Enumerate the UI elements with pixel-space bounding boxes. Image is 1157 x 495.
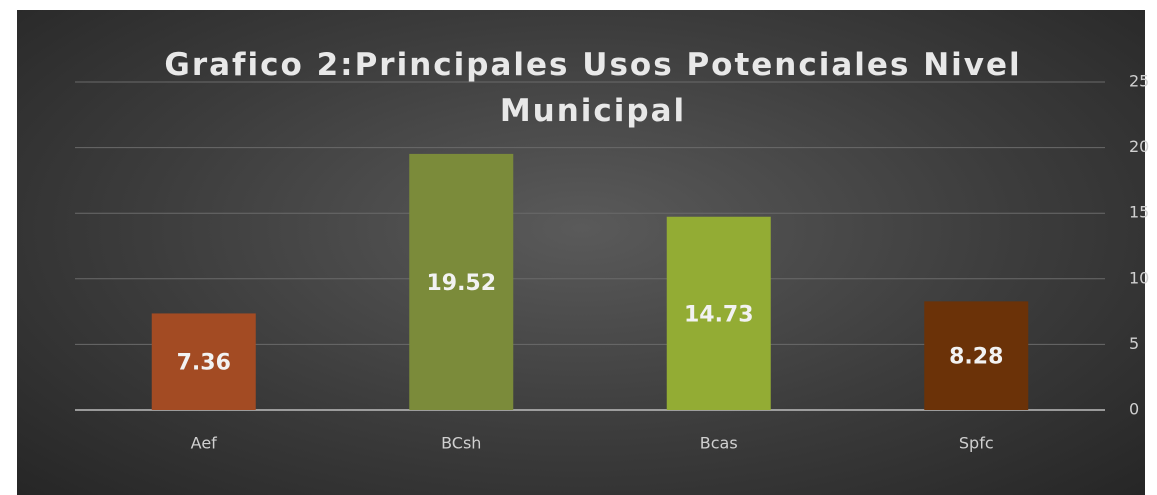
y-tick-label: 10 [1129, 268, 1149, 287]
bar [924, 301, 1029, 410]
chart-background [17, 10, 1145, 495]
y-tick-label: 15 [1129, 203, 1149, 222]
x-tick-label: Spfc [959, 434, 994, 453]
bar [409, 153, 514, 411]
data-label: 7.36 [177, 351, 231, 376]
y-tick-label: 25 [1129, 72, 1149, 91]
data-label: 8.28 [949, 345, 1003, 370]
x-tick-label: Aef [191, 434, 218, 453]
chart-title: Grafico 2:Principales Usos Potenciales N… [164, 47, 1022, 129]
y-tick-label: 20 [1129, 137, 1149, 156]
x-tick-label: Bcas [700, 434, 738, 453]
data-label: 14.73 [684, 302, 754, 327]
data-label: 19.52 [426, 271, 496, 296]
y-tick-label: 0 [1129, 400, 1139, 419]
bar [151, 313, 256, 410]
bar [666, 216, 771, 410]
x-tick-label: BCsh [441, 434, 481, 453]
y-tick-label: 5 [1129, 334, 1139, 353]
